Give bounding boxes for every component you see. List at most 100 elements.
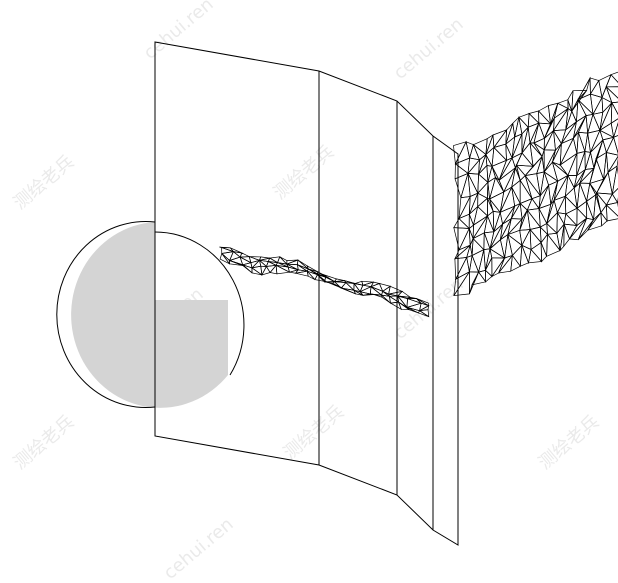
mesh-triangle	[546, 233, 561, 257]
mesh-triangle	[471, 248, 485, 274]
mesh-triangle	[524, 175, 541, 200]
mesh-triangle	[472, 205, 489, 226]
mesh-triangle	[467, 173, 479, 198]
mesh-triangle	[589, 77, 600, 96]
mesh-triangle	[306, 270, 316, 280]
mesh-triangle	[539, 171, 549, 197]
mesh-triangle	[295, 270, 309, 277]
mesh-triangle	[539, 222, 548, 236]
mesh-triangle	[465, 141, 474, 159]
plane-outline	[154, 41, 459, 546]
mesh-triangle	[589, 183, 598, 196]
mesh-triangle	[521, 244, 532, 265]
mesh-triangle	[553, 195, 566, 214]
mesh-triangle	[483, 232, 491, 250]
mesh-triangle	[599, 129, 615, 141]
mesh-triangle	[242, 264, 253, 274]
watermark-text: cehui.ren	[140, 0, 218, 64]
mesh-triangle	[565, 207, 578, 227]
mesh-triangle	[515, 152, 534, 167]
mesh-triangle	[485, 269, 493, 283]
mesh-triangle	[229, 259, 243, 266]
mesh-triangle	[505, 143, 513, 161]
mesh-triangle	[219, 252, 230, 265]
mesh-triangle	[453, 218, 471, 229]
folded-plane	[154, 41, 459, 546]
mesh-triangle	[521, 228, 532, 251]
mesh-triangle	[466, 254, 473, 272]
mesh-triangle	[511, 179, 521, 204]
mesh-triangle	[589, 93, 603, 116]
mesh-triangle	[373, 294, 383, 298]
mesh-triangle	[332, 282, 343, 289]
watermark-text: 测绘老兵	[270, 141, 339, 203]
mesh-triangle	[530, 241, 542, 263]
mesh-triangle	[485, 134, 495, 155]
mesh-triangle	[341, 287, 356, 295]
mesh-triangle	[353, 289, 364, 296]
mesh-triangle	[472, 143, 487, 161]
mesh-triangle	[573, 182, 581, 209]
mesh-triangle	[489, 198, 502, 213]
mesh-triangle	[559, 152, 578, 177]
mesh-triangle	[577, 99, 594, 116]
mesh-triangle	[487, 182, 491, 200]
mesh-triangle	[605, 193, 618, 206]
mesh-triangle	[592, 96, 604, 115]
mesh-triangle	[546, 222, 558, 235]
mesh-triangle	[600, 211, 608, 227]
mesh-triangle	[587, 113, 601, 134]
mesh-triangle	[493, 210, 503, 233]
small-wireframe-mesh	[219, 246, 430, 318]
circular-section-outline	[56, 221, 156, 408]
mesh-triangle	[553, 102, 569, 119]
mesh-triangle	[467, 158, 480, 175]
mesh-triangle	[606, 204, 618, 222]
watermark-text: cehui.ren	[160, 514, 238, 583]
mesh-triangle	[380, 294, 391, 304]
mesh-triangle	[563, 223, 570, 248]
mesh-triangle	[493, 143, 507, 162]
mesh-triangle	[576, 132, 586, 154]
mesh-triangle	[477, 197, 488, 217]
mesh-triangle	[314, 274, 327, 283]
circular-section-right-edge	[154, 231, 245, 376]
mesh-triangle	[511, 166, 521, 188]
mesh-triangle	[528, 248, 543, 264]
mesh-triangle	[239, 256, 252, 266]
mesh-triangle	[518, 116, 529, 135]
mesh-triangle	[586, 211, 603, 231]
mesh-triangle	[536, 156, 545, 175]
mesh-triangle	[417, 310, 429, 318]
mesh-triangle	[584, 133, 591, 153]
mesh-triangle	[533, 121, 545, 144]
mesh-triangle	[491, 257, 505, 277]
watermark-text: 测绘老兵	[10, 151, 79, 213]
mesh-triangle	[539, 226, 548, 244]
mesh-triangle	[519, 198, 533, 211]
mesh-triangle	[577, 76, 591, 101]
watermark-text: cehui.ren	[390, 14, 468, 84]
mesh-triangle	[485, 154, 493, 167]
watermark-text: 测绘老兵	[10, 411, 79, 473]
mesh-triangle	[586, 201, 595, 221]
watermark-text: 测绘老兵	[535, 411, 604, 473]
mesh-triangle	[601, 96, 613, 114]
mesh-triangle	[275, 264, 291, 275]
circular-section	[71, 222, 228, 408]
mesh-triangle	[538, 122, 552, 140]
mesh-triangle	[553, 130, 562, 152]
mesh-triangle	[468, 205, 479, 227]
mesh-triangle	[610, 101, 618, 124]
mesh-triangle	[526, 208, 541, 230]
mesh-triangle	[511, 186, 521, 207]
mesh-triangle	[543, 150, 556, 173]
mesh-triangle	[297, 259, 309, 270]
mesh-triangle	[251, 267, 263, 276]
mesh-triangle	[538, 110, 552, 125]
mesh-triangle	[568, 217, 588, 241]
mesh-triangle	[454, 172, 469, 199]
mesh-triangle	[471, 271, 487, 286]
mesh-triangle	[563, 213, 578, 226]
